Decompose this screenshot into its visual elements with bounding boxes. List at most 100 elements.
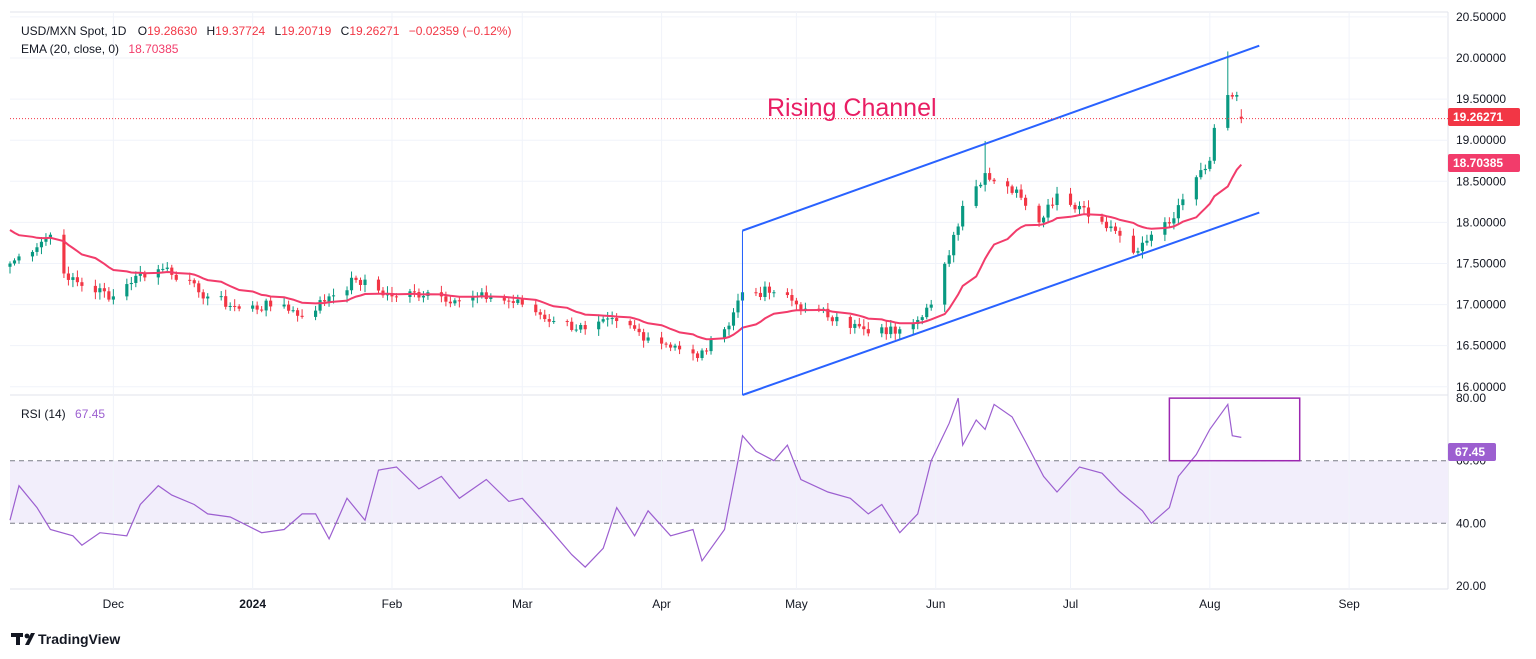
candle[interactable] bbox=[1181, 193, 1185, 211]
candle[interactable] bbox=[848, 315, 852, 335]
candle[interactable] bbox=[264, 298, 268, 317]
candle[interactable] bbox=[224, 289, 228, 310]
candle[interactable] bbox=[583, 320, 587, 335]
candle[interactable] bbox=[1041, 215, 1046, 228]
candle[interactable] bbox=[1046, 198, 1050, 224]
candle[interactable] bbox=[835, 312, 839, 327]
candle[interactable] bbox=[893, 322, 897, 340]
candle[interactable] bbox=[134, 271, 138, 288]
candle[interactable] bbox=[862, 319, 866, 336]
candle[interactable] bbox=[785, 288, 789, 298]
candle[interactable] bbox=[1118, 227, 1122, 243]
candle[interactable] bbox=[233, 299, 237, 312]
symbol-label[interactable]: USD/MXN Spot, 1D bbox=[21, 24, 127, 38]
candle[interactable] bbox=[601, 316, 605, 324]
candle[interactable] bbox=[489, 293, 493, 303]
candle[interactable] bbox=[700, 348, 704, 361]
candle[interactable] bbox=[570, 317, 574, 332]
candle[interactable] bbox=[606, 311, 610, 327]
candle[interactable] bbox=[673, 343, 677, 351]
candle[interactable] bbox=[772, 290, 776, 298]
ohlc-legend[interactable]: USD/MXN Spot, 1D O19.28630 H19.37724 L19… bbox=[21, 24, 511, 38]
candle[interactable] bbox=[219, 291, 223, 301]
candle[interactable] bbox=[408, 288, 412, 303]
candle[interactable] bbox=[484, 285, 488, 303]
tradingview-logo[interactable]: TradingView bbox=[11, 631, 120, 647]
rsi-label[interactable]: RSI (14) bbox=[21, 407, 66, 421]
candle[interactable] bbox=[565, 319, 569, 327]
candle[interactable] bbox=[992, 177, 996, 185]
candle[interactable] bbox=[633, 320, 637, 331]
candle[interactable] bbox=[956, 223, 960, 241]
rsi-highlight-box[interactable] bbox=[1168, 397, 1301, 462]
candle[interactable] bbox=[1104, 216, 1109, 232]
candle[interactable] bbox=[664, 341, 668, 348]
candle[interactable] bbox=[677, 341, 682, 355]
candle[interactable] bbox=[961, 200, 965, 231]
candle[interactable] bbox=[534, 300, 538, 316]
candle[interactable] bbox=[30, 250, 35, 262]
candle[interactable] bbox=[237, 304, 241, 312]
channel-layer[interactable] bbox=[741, 44, 1260, 396]
candle[interactable] bbox=[1163, 217, 1167, 242]
candle[interactable] bbox=[925, 303, 929, 320]
channel-upper-line[interactable] bbox=[742, 44, 1260, 232]
candle[interactable] bbox=[520, 295, 524, 308]
candle[interactable] bbox=[448, 296, 452, 308]
candle[interactable] bbox=[1010, 184, 1014, 195]
candle[interactable] bbox=[1235, 91, 1239, 102]
candle[interactable] bbox=[691, 344, 695, 361]
candle[interactable] bbox=[889, 319, 893, 339]
candle[interactable] bbox=[754, 287, 758, 297]
candle[interactable] bbox=[381, 287, 385, 298]
candle[interactable] bbox=[767, 282, 772, 300]
candle[interactable] bbox=[1208, 156, 1212, 172]
ema-legend[interactable]: EMA (20, close, 0) 18.70385 bbox=[21, 42, 179, 56]
candle[interactable] bbox=[1145, 234, 1149, 246]
candle[interactable] bbox=[884, 320, 888, 340]
candle[interactable] bbox=[322, 294, 327, 306]
candle[interactable] bbox=[287, 300, 291, 314]
candle[interactable] bbox=[974, 179, 978, 209]
candle[interactable] bbox=[1176, 198, 1180, 225]
time-axis[interactable]: Dec 2024 Feb Mar Apr May Jun Jul Aug Sep bbox=[103, 597, 1360, 611]
candle[interactable] bbox=[660, 331, 664, 350]
candle[interactable] bbox=[1226, 51, 1230, 131]
candle[interactable] bbox=[291, 306, 295, 313]
candle[interactable] bbox=[1037, 203, 1041, 227]
candle[interactable] bbox=[704, 348, 709, 355]
candle[interactable] bbox=[1239, 109, 1243, 124]
candle[interactable] bbox=[363, 274, 367, 293]
candle[interactable] bbox=[1230, 92, 1234, 100]
candle[interactable] bbox=[799, 302, 803, 315]
candle[interactable] bbox=[111, 289, 115, 305]
candle[interactable] bbox=[543, 309, 547, 322]
candle[interactable] bbox=[457, 296, 461, 308]
candle[interactable] bbox=[1019, 184, 1023, 201]
candle[interactable] bbox=[228, 302, 232, 311]
candle[interactable] bbox=[8, 261, 12, 274]
candle[interactable] bbox=[282, 297, 286, 309]
candle[interactable] bbox=[453, 298, 457, 306]
candle[interactable] bbox=[35, 243, 39, 256]
candle[interactable] bbox=[354, 275, 358, 283]
candle[interactable] bbox=[597, 314, 601, 336]
candle[interactable] bbox=[830, 315, 834, 326]
candle[interactable] bbox=[376, 276, 381, 295]
candle[interactable] bbox=[1109, 220, 1113, 232]
candle[interactable] bbox=[911, 319, 915, 335]
candle[interactable] bbox=[17, 253, 21, 264]
rsi-legend[interactable]: RSI (14) 67.45 bbox=[21, 407, 105, 421]
candle[interactable] bbox=[817, 304, 821, 313]
candle[interactable] bbox=[44, 233, 48, 246]
candle[interactable] bbox=[12, 258, 17, 266]
candle[interactable] bbox=[156, 264, 160, 285]
candle[interactable] bbox=[412, 284, 417, 298]
candle[interactable] bbox=[197, 280, 201, 298]
ema-label[interactable]: EMA (20, close, 0) bbox=[21, 42, 119, 56]
candle[interactable] bbox=[642, 328, 646, 348]
candle[interactable] bbox=[93, 279, 97, 300]
candle[interactable] bbox=[1199, 162, 1203, 180]
candle[interactable] bbox=[574, 324, 578, 333]
